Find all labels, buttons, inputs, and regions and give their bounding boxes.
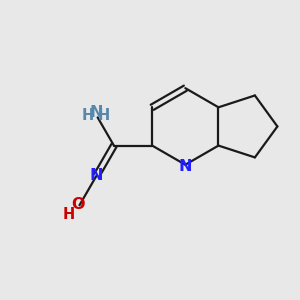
Text: N: N <box>178 159 192 174</box>
Text: N: N <box>89 106 103 121</box>
Text: O: O <box>71 197 85 212</box>
Text: H: H <box>63 207 75 222</box>
Text: N: N <box>90 168 104 183</box>
Text: H: H <box>98 108 110 123</box>
Text: H: H <box>81 108 94 123</box>
